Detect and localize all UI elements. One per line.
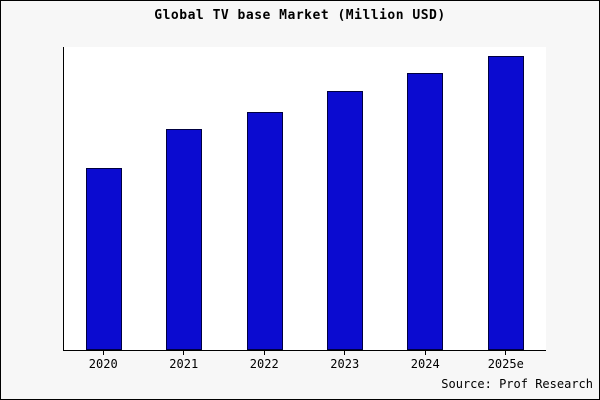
x-tick-label-2023: 2023 (305, 351, 386, 371)
plot-area (63, 47, 546, 351)
bars (64, 47, 546, 350)
x-tick-label-2024: 2024 (385, 351, 466, 371)
x-axis-labels: 2020 2021 2022 2023 2024 2025e (63, 351, 546, 371)
bar-2022 (246, 111, 283, 350)
bar-column-2020 (64, 47, 144, 350)
x-tick-label-2020: 2020 (63, 351, 144, 371)
bar-2025e (487, 55, 524, 350)
bar-2021 (166, 129, 203, 350)
bar-column-2023 (305, 47, 385, 350)
bar-column-2024 (385, 47, 465, 350)
bar-column-2022 (225, 47, 305, 350)
bar-2023 (327, 91, 364, 350)
bar-column-2025e (466, 47, 546, 350)
source-note: Source: Prof Research (441, 377, 593, 391)
bar-2024 (407, 73, 444, 350)
bar-column-2021 (144, 47, 224, 350)
x-tick-label-2022: 2022 (224, 351, 305, 371)
chart-title: Global TV base Market (Million USD) (154, 8, 446, 23)
bar-2020 (86, 167, 123, 350)
x-tick-label-2021: 2021 (144, 351, 225, 371)
x-tick-label-2025e: 2025e (466, 351, 547, 371)
